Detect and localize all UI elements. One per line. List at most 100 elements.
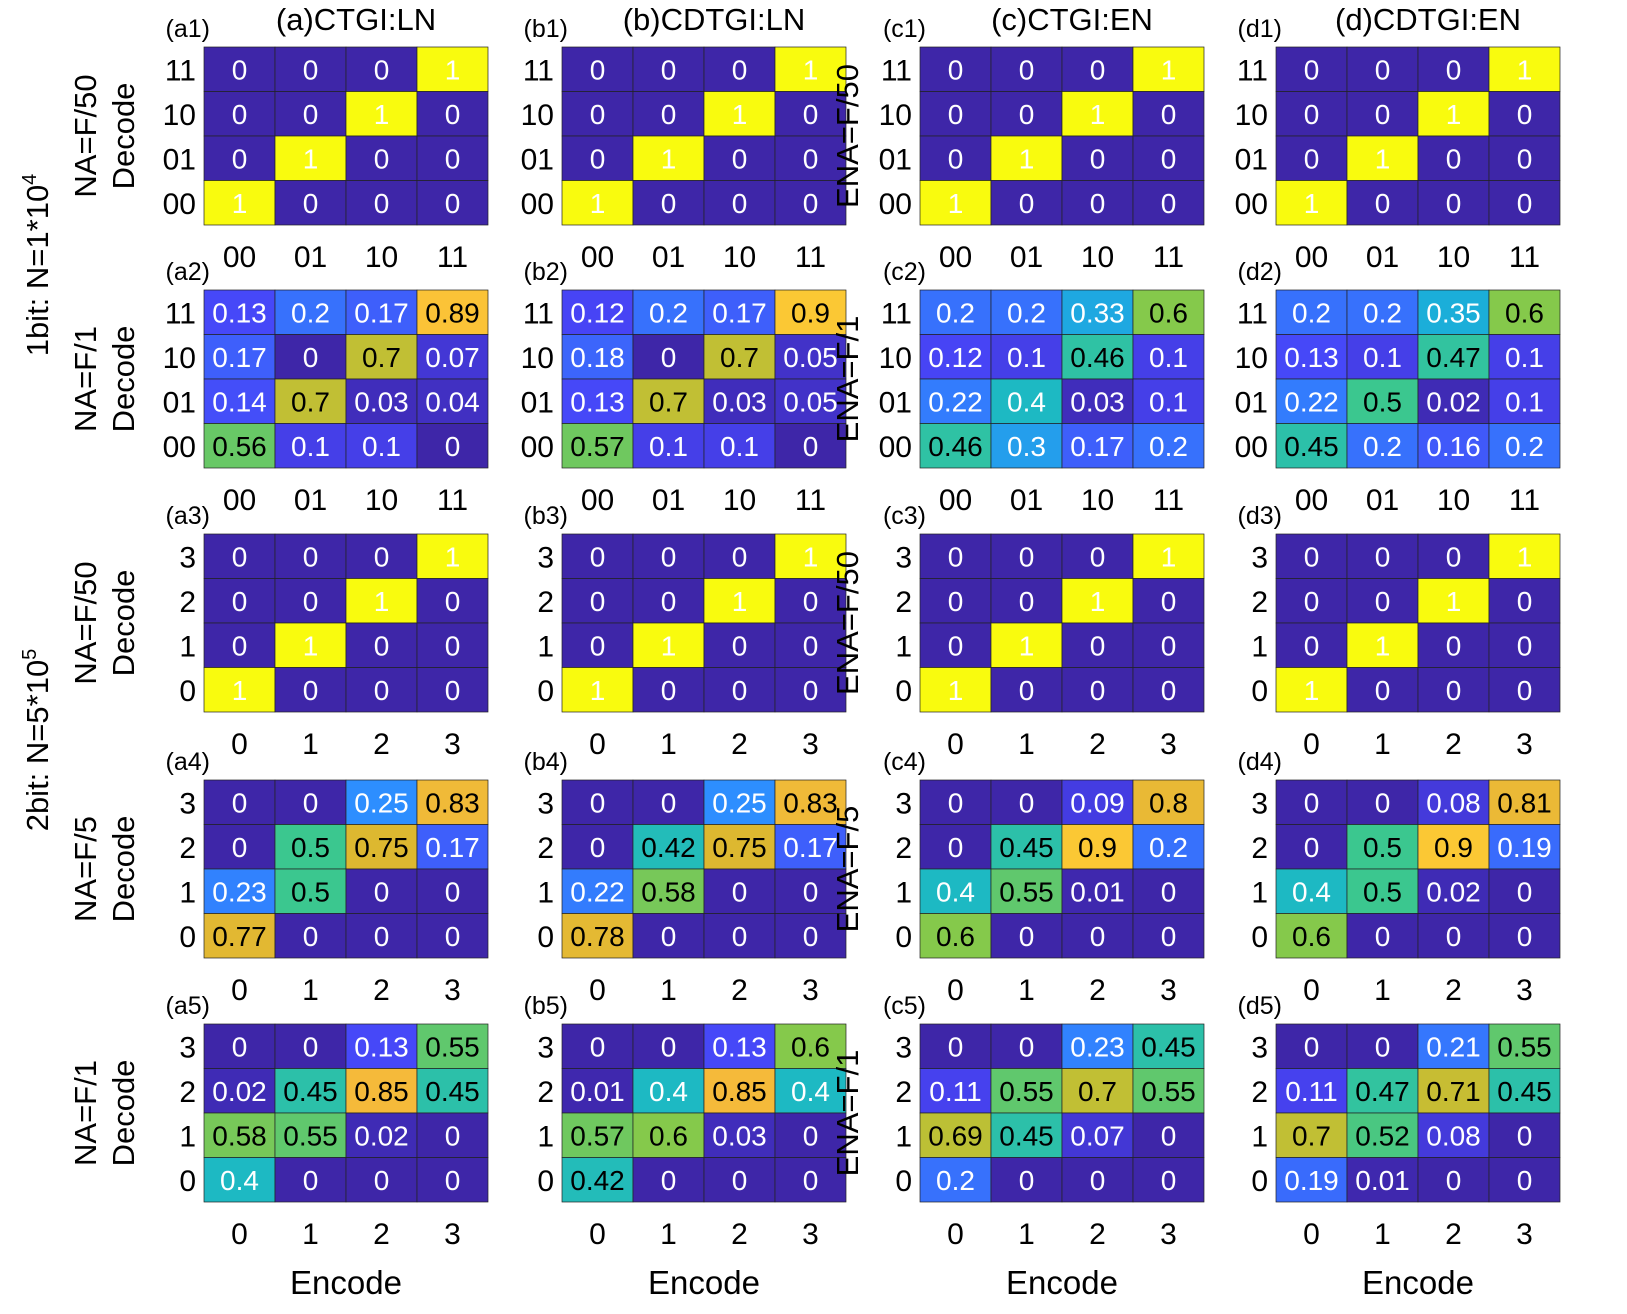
panel-label: (b3) [524, 502, 568, 530]
heatmap-cell [1061, 180, 1134, 226]
cell-value-label: 0.03 [712, 386, 767, 417]
x-tick-label: 10 [723, 241, 756, 274]
cell-value-label: 0 [1446, 54, 1462, 85]
y-tick-label: 2 [537, 1076, 554, 1109]
cell-value-label: 1 [445, 54, 461, 85]
heatmap-cell [1275, 1023, 1348, 1069]
cell-value-label: 1 [374, 586, 390, 617]
heatmap-cell [345, 578, 418, 624]
cell-value-label: 0 [1090, 921, 1106, 952]
cell-value-label: 0.14 [212, 386, 267, 417]
cell-value-label: 0 [948, 99, 964, 130]
heatmap-cell [774, 824, 847, 870]
y-tick-label: 00 [163, 431, 196, 464]
y-tick-label: 00 [879, 188, 912, 221]
cell-value-label: 0.2 [1149, 431, 1188, 462]
cell-value-label: 0 [1090, 630, 1106, 661]
cell-value-label: 0 [1090, 54, 1106, 85]
row-condition-label: ENA=F/1 [830, 1050, 865, 1177]
x-tick-label: 10 [1437, 484, 1470, 517]
y-tick-label: 3 [895, 541, 912, 574]
cell-value-label: 0 [732, 630, 748, 661]
y-axis-label: Decode [106, 1060, 141, 1167]
cell-value-label: 0 [374, 188, 390, 219]
x-tick-label: 1 [1018, 974, 1035, 1007]
row-condition-label: ENA=F/1 [830, 316, 865, 443]
cell-value-label: 0 [590, 630, 606, 661]
heatmap-cell [1417, 289, 1490, 335]
cell-value-label: 0 [374, 921, 390, 952]
heatmap-cell [274, 779, 347, 825]
heatmap-cell [416, 289, 489, 335]
heatmap-cell [990, 779, 1063, 825]
heatmap-cell [990, 334, 1063, 380]
cell-value-label: 0.05 [783, 386, 838, 417]
y-tick-label: 0 [1251, 1165, 1268, 1198]
panel-label: (d1) [1238, 15, 1282, 43]
heatmap-cell [1488, 868, 1561, 914]
heatmap-cell [1417, 824, 1490, 870]
heatmap-cell [1346, 1023, 1419, 1069]
cell-value-label: 0 [445, 586, 461, 617]
heatmap-cell [561, 378, 634, 424]
heatmap-cell [416, 1157, 489, 1203]
heatmap-cell [203, 1112, 276, 1158]
x-tick-label: 1 [302, 1218, 319, 1251]
heatmap-cell [774, 1068, 847, 1114]
heatmap-cell [632, 1068, 705, 1114]
heatmap-cell [345, 1023, 418, 1069]
heatmap-cell [1417, 1112, 1490, 1158]
x-tick-label: 11 [1509, 484, 1540, 517]
y-tick-label: 0 [179, 1165, 196, 1198]
y-tick-label: 2 [537, 832, 554, 865]
x-tick-label: 0 [1303, 1218, 1320, 1251]
heatmap-cell [561, 622, 634, 668]
cell-value-label: 0 [1446, 143, 1462, 174]
cell-value-label: 0.02 [1426, 386, 1481, 417]
heatmap-cell [774, 378, 847, 424]
heatmap-cell [632, 779, 705, 825]
cell-value-label: 0.02 [1426, 876, 1481, 907]
heatmap-cell [1346, 913, 1419, 959]
y-tick-label: 0 [179, 921, 196, 954]
x-tick-label: 0 [589, 974, 606, 1007]
cell-value-label: 0.3 [1007, 431, 1046, 462]
cell-value-label: 0 [1090, 188, 1106, 219]
cell-value-label: 0 [374, 54, 390, 85]
cell-value-label: 0 [732, 188, 748, 219]
cell-value-label: 0.9 [1434, 832, 1473, 863]
x-tick-label: 2 [373, 974, 390, 1007]
cell-value-label: 0 [1019, 586, 1035, 617]
heatmap-cell [1132, 135, 1205, 181]
row-condition-label: NA=F/50 [68, 561, 103, 684]
cell-value-label: 0 [445, 431, 461, 462]
cell-value-label: 0 [232, 143, 248, 174]
x-tick-label: 2 [731, 974, 748, 1007]
x-tick-label: 10 [1437, 241, 1470, 274]
cell-value-label: 1 [374, 99, 390, 130]
cell-value-label: 0.81 [1497, 787, 1552, 818]
heatmap-cell [561, 1023, 634, 1069]
cell-value-label: 0.13 [354, 1031, 409, 1062]
cell-value-label: 1 [732, 586, 748, 617]
heatmap-cell [703, 180, 776, 226]
heatmap-panel: (b2)0.12 0.2 0.17 0.9 0.18 0 0.7 0.05 0.13 0.7 0.0… [521, 258, 847, 517]
cell-value-label: 0 [1090, 1165, 1106, 1196]
cell-value-label: 1 [1019, 630, 1035, 661]
y-tick-label: 2 [1251, 1076, 1268, 1109]
heatmap-cell [1061, 868, 1134, 914]
y-tick-label: 2 [537, 586, 554, 619]
cell-value-label: 0 [232, 99, 248, 130]
heatmap-cell [416, 135, 489, 181]
cell-value-label: 0 [1161, 143, 1177, 174]
cell-value-label: 0.4 [791, 1076, 830, 1107]
heatmap-cell [774, 180, 847, 226]
heatmap-cell [919, 1068, 992, 1114]
x-tick-label: 01 [294, 241, 327, 274]
heatmap-cell [203, 913, 276, 959]
y-tick-label: 1 [179, 630, 196, 663]
cell-value-label: 0 [232, 787, 248, 818]
